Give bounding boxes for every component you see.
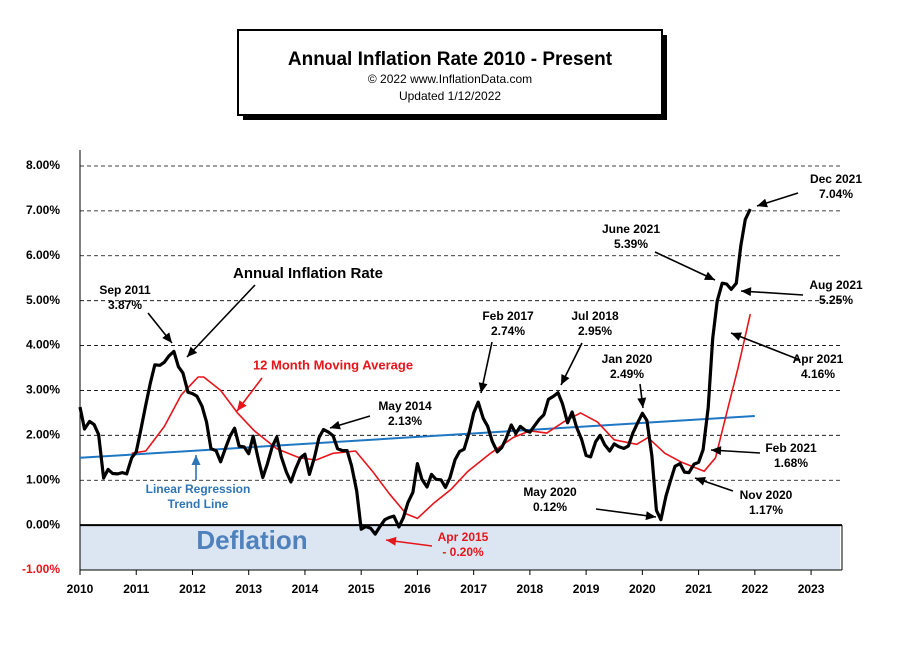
annotation: 1.68% bbox=[774, 456, 808, 470]
arrow-head bbox=[162, 332, 172, 343]
y-tick-label: 8.00% bbox=[26, 158, 60, 172]
annotation: Apr 2015 bbox=[438, 530, 489, 544]
series-line bbox=[78, 208, 752, 536]
arrow-head bbox=[237, 400, 247, 411]
annotation: 4.16% bbox=[801, 367, 835, 381]
updated-note: Updated 1/12/2022 bbox=[399, 89, 501, 103]
x-tick-label: 2017 bbox=[460, 582, 487, 596]
annotation-arrow bbox=[654, 251, 716, 281]
arrow-head bbox=[478, 382, 488, 393]
x-tick-label: 2019 bbox=[573, 582, 600, 596]
y-tick-label: 2.00% bbox=[26, 428, 60, 442]
chart-title: Annual Inflation Rate 2010 - Present bbox=[288, 49, 613, 70]
annotation-arrow bbox=[740, 290, 804, 296]
annotation: 3.87% bbox=[108, 298, 142, 312]
annotation: 7.04% bbox=[819, 187, 853, 201]
annotation: 2.74% bbox=[491, 324, 525, 338]
x-tick-label: 2023 bbox=[798, 582, 825, 596]
x-tick-label: 2021 bbox=[685, 582, 712, 596]
arrow-head bbox=[637, 397, 647, 408]
series-label: Annual Inflation Rate bbox=[233, 265, 383, 282]
x-tick-label: 2016 bbox=[404, 582, 431, 596]
y-tick-label: 0.00% bbox=[26, 517, 60, 531]
annotation: May 2020 bbox=[523, 485, 577, 499]
y-tick-label: 3.00% bbox=[26, 383, 60, 397]
annotation: Feb 2017 bbox=[482, 309, 534, 323]
deflation-zone bbox=[80, 525, 840, 570]
x-tick-label: 2010 bbox=[67, 582, 94, 596]
annotation: 1.17% bbox=[749, 503, 783, 517]
x-tick-label: 2020 bbox=[629, 582, 656, 596]
annotation: Dec 2021 bbox=[810, 172, 862, 186]
arrow-head bbox=[695, 476, 706, 486]
annotation-arrow bbox=[595, 508, 657, 518]
y-tick-label: 6.00% bbox=[26, 248, 60, 262]
annotation: 5.39% bbox=[614, 237, 648, 251]
arrow-head bbox=[645, 511, 656, 521]
y-tick-label: 1.00% bbox=[26, 472, 60, 486]
annotation: 2.49% bbox=[610, 367, 644, 381]
annotation: May 2014 bbox=[378, 399, 432, 413]
annotation: Jan 2020 bbox=[602, 352, 653, 366]
annotation: Jul 2018 bbox=[571, 309, 619, 323]
arrow-head bbox=[731, 332, 742, 341]
series-line bbox=[79, 415, 755, 459]
x-tick-label: 2015 bbox=[348, 582, 375, 596]
y-tick-label: 5.00% bbox=[26, 293, 60, 307]
x-tick-label: 2011 bbox=[123, 582, 149, 596]
arrow-head bbox=[741, 287, 752, 297]
y-tick-label: 7.00% bbox=[26, 203, 60, 217]
annotation: June 2021 bbox=[602, 222, 660, 236]
deflation-label: Deflation bbox=[196, 525, 307, 555]
annotation: Linear Regression bbox=[146, 482, 251, 496]
arrow-head bbox=[561, 374, 570, 385]
x-tick-label: 2018 bbox=[517, 582, 544, 596]
annotation: 0.12% bbox=[533, 500, 567, 514]
annotation: Nov 2020 bbox=[740, 488, 793, 502]
arrow-head bbox=[711, 446, 722, 456]
annotation-arrow bbox=[730, 332, 801, 361]
annotation: 5.25% bbox=[819, 293, 853, 307]
title-box bbox=[237, 29, 663, 116]
annotation: 2.95% bbox=[578, 324, 612, 338]
annotation: Aug 2021 bbox=[809, 278, 863, 292]
y-tick-label: -1.00% bbox=[22, 562, 60, 576]
series-label: 12 Month Moving Average bbox=[253, 357, 413, 372]
arrow-head bbox=[757, 198, 768, 208]
x-tick-label: 2013 bbox=[235, 582, 262, 596]
arrow-head bbox=[187, 346, 198, 357]
arrow-head bbox=[330, 420, 341, 430]
arrow-head bbox=[704, 271, 715, 280]
chart-subtitle: © 2022 www.InflationData.com bbox=[368, 72, 532, 86]
annotation: Trend Line bbox=[168, 497, 229, 511]
annotation: Feb 2021 bbox=[765, 441, 817, 455]
x-tick-label: 2022 bbox=[741, 582, 768, 596]
arrow-head bbox=[191, 455, 201, 465]
series-line bbox=[131, 313, 752, 520]
y-tick-label: 4.00% bbox=[26, 338, 60, 352]
annotation: Apr 2021 bbox=[793, 352, 844, 366]
annotation: Sep 2011 bbox=[99, 283, 151, 297]
x-tick-label: 2012 bbox=[179, 582, 206, 596]
annotation: 2.13% bbox=[388, 414, 422, 428]
annotation-arrow bbox=[186, 284, 256, 358]
arrow-head bbox=[386, 536, 397, 546]
x-tick-label: 2014 bbox=[292, 582, 319, 596]
annotation: - 0.20% bbox=[442, 545, 484, 559]
